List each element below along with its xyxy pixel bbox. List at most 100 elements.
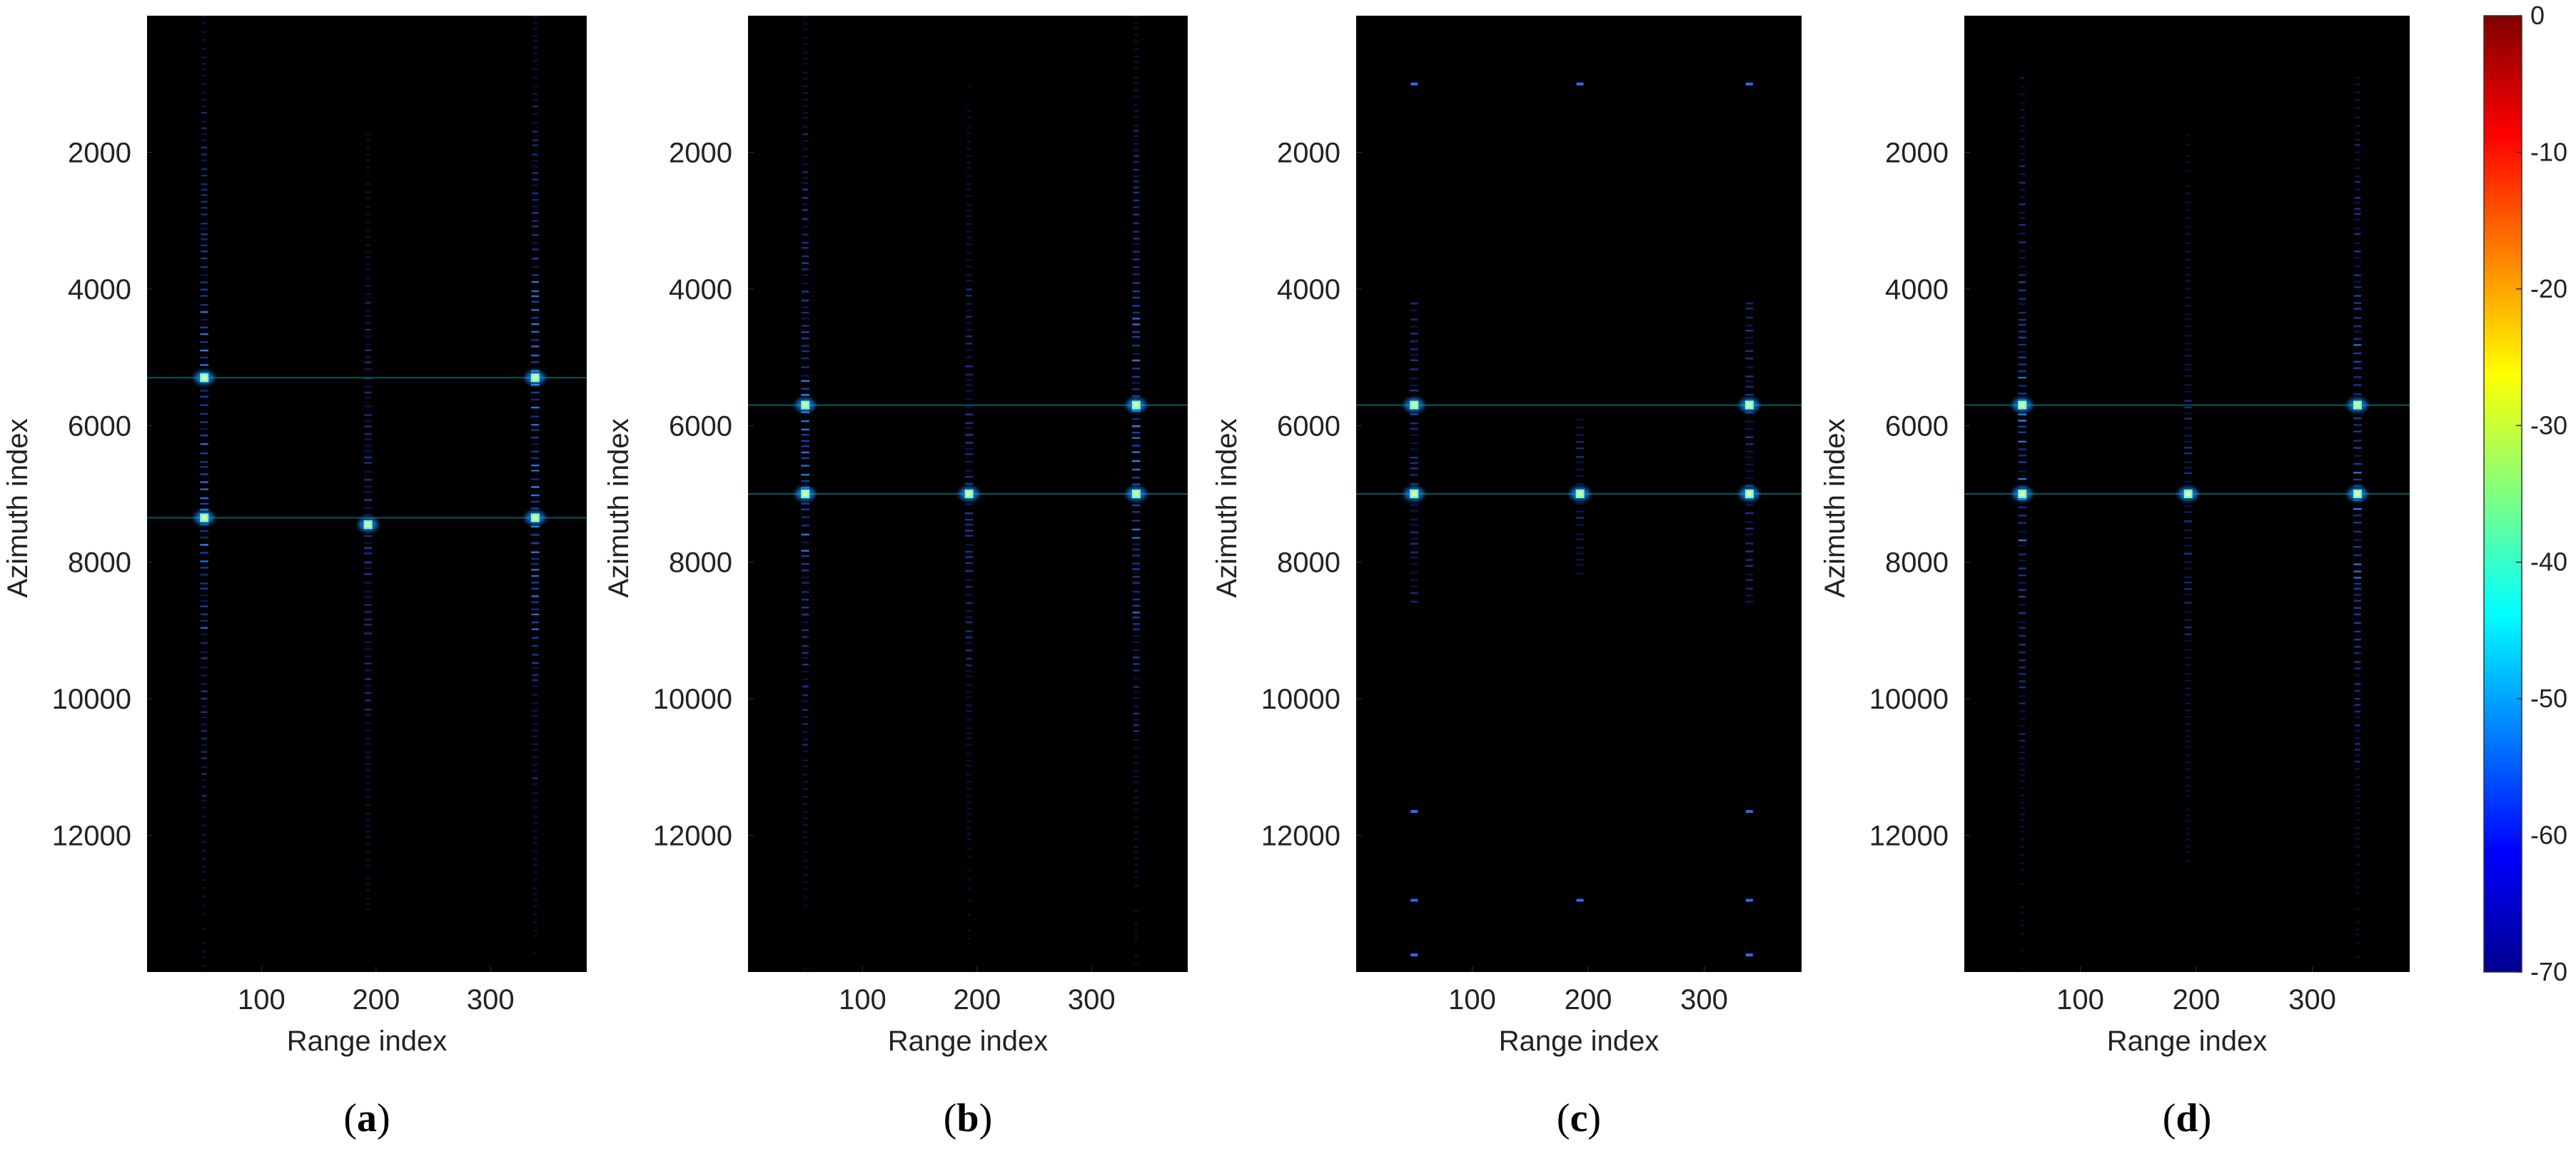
streak-dash [965,384,973,387]
streak-dash [201,619,208,622]
streak-dash [802,788,808,791]
streak-dash [532,756,538,759]
streak-dash [2354,716,2361,719]
streak-dash [1410,359,1418,362]
streak-dash [801,411,810,413]
streak-dash [1410,600,1418,603]
streak-dash [532,864,538,866]
streak-dash [1132,258,1140,260]
streak-dash [2018,324,2026,326]
streak-dash [2355,832,2360,835]
streak-dash [2018,356,2026,359]
streak-dash [2355,784,2360,786]
streak-dash [532,749,538,751]
streak-dash [365,309,371,312]
streak-dash [531,644,539,647]
streak-dash [532,723,539,726]
streak-dash [2355,806,2360,809]
x-axis-title: Range index [1499,1026,1660,1057]
streak-dash [2185,288,2191,290]
streak-dash [531,242,539,244]
streak-dash [2185,217,2191,219]
streak-dash [201,139,208,141]
streak-dash [201,849,207,852]
streak-dash [1131,425,1141,427]
streak-dash [967,938,971,940]
streak-dash [1133,56,1139,58]
streak-dash [2353,455,2362,457]
streak-dash [803,896,807,899]
streak-dash [532,685,539,687]
streak-dash [2019,589,2026,591]
streak-dash [2018,461,2026,463]
streak-dash [2185,709,2191,712]
streak-dash [363,547,373,550]
streak-dash [2354,689,2361,692]
streak-dash [1745,428,1754,430]
streak-dash [2019,241,2026,243]
streak-dash [966,252,972,254]
streak-dash [2354,697,2361,700]
streak-dash [965,602,973,604]
streak-dash [802,77,808,80]
streak-dash [201,674,208,677]
streak-dash [201,257,208,260]
streak-dash [2353,325,2362,328]
streak-dash [965,594,973,596]
streak-dash [1745,375,1754,378]
streak-dash [965,427,974,429]
streak-dash [801,577,809,579]
streak-dash [1133,48,1138,51]
streak-dash [1745,303,1754,305]
streak-dash [364,590,373,593]
streak-dash [1575,483,1585,485]
streak-dash [803,29,808,31]
streak-dash [966,670,973,672]
streak-dash [531,582,540,584]
streak-dash [364,361,372,363]
streak-dash [365,756,371,759]
streak-dash [202,895,207,898]
y-tick-label: 12000 [1261,821,1340,852]
streak-dash [2185,754,2191,756]
target-streak [530,16,540,954]
streak-dash [801,433,809,436]
streak-dash [2185,233,2191,236]
streak-dash [802,759,809,761]
x-axis-title: Range index [287,1026,448,1057]
streak-dash [966,774,972,776]
streak-dash [365,315,371,318]
streak-dash [201,729,208,732]
streak-dash [2018,477,2027,480]
streak-dash [532,879,537,881]
streak-dash [363,507,373,509]
streak-dash [1133,89,1139,91]
y-tick-label: 6000 [1277,410,1340,442]
streak-dash [200,582,208,584]
streak-dash [364,444,372,447]
streak-dash [1132,562,1141,565]
streak-dash [1410,318,1418,321]
y-tick-label: 12000 [52,821,131,852]
streak-dash [1576,558,1585,561]
streak-dash [365,699,372,702]
streak-dash [1133,76,1139,79]
streak-dash [803,874,808,876]
streak-dash [531,563,540,565]
target-peak [1404,398,1425,412]
streak-dash [801,502,810,505]
streak-dash [1134,910,1138,913]
streak-dash [1576,572,1584,575]
streak-dash [2018,385,2027,387]
streak-dash [2185,296,2192,299]
streak-dash [966,838,971,841]
streak-dash [803,36,808,39]
streak-dash [2353,599,2362,602]
streak-dash [532,799,538,801]
streak-dash [2019,801,2025,804]
streak-dash [365,133,370,136]
streak-dash [966,737,972,739]
streak-dash [2354,674,2361,677]
streak-dash [2185,761,2191,764]
streak-dash [1133,781,1139,784]
